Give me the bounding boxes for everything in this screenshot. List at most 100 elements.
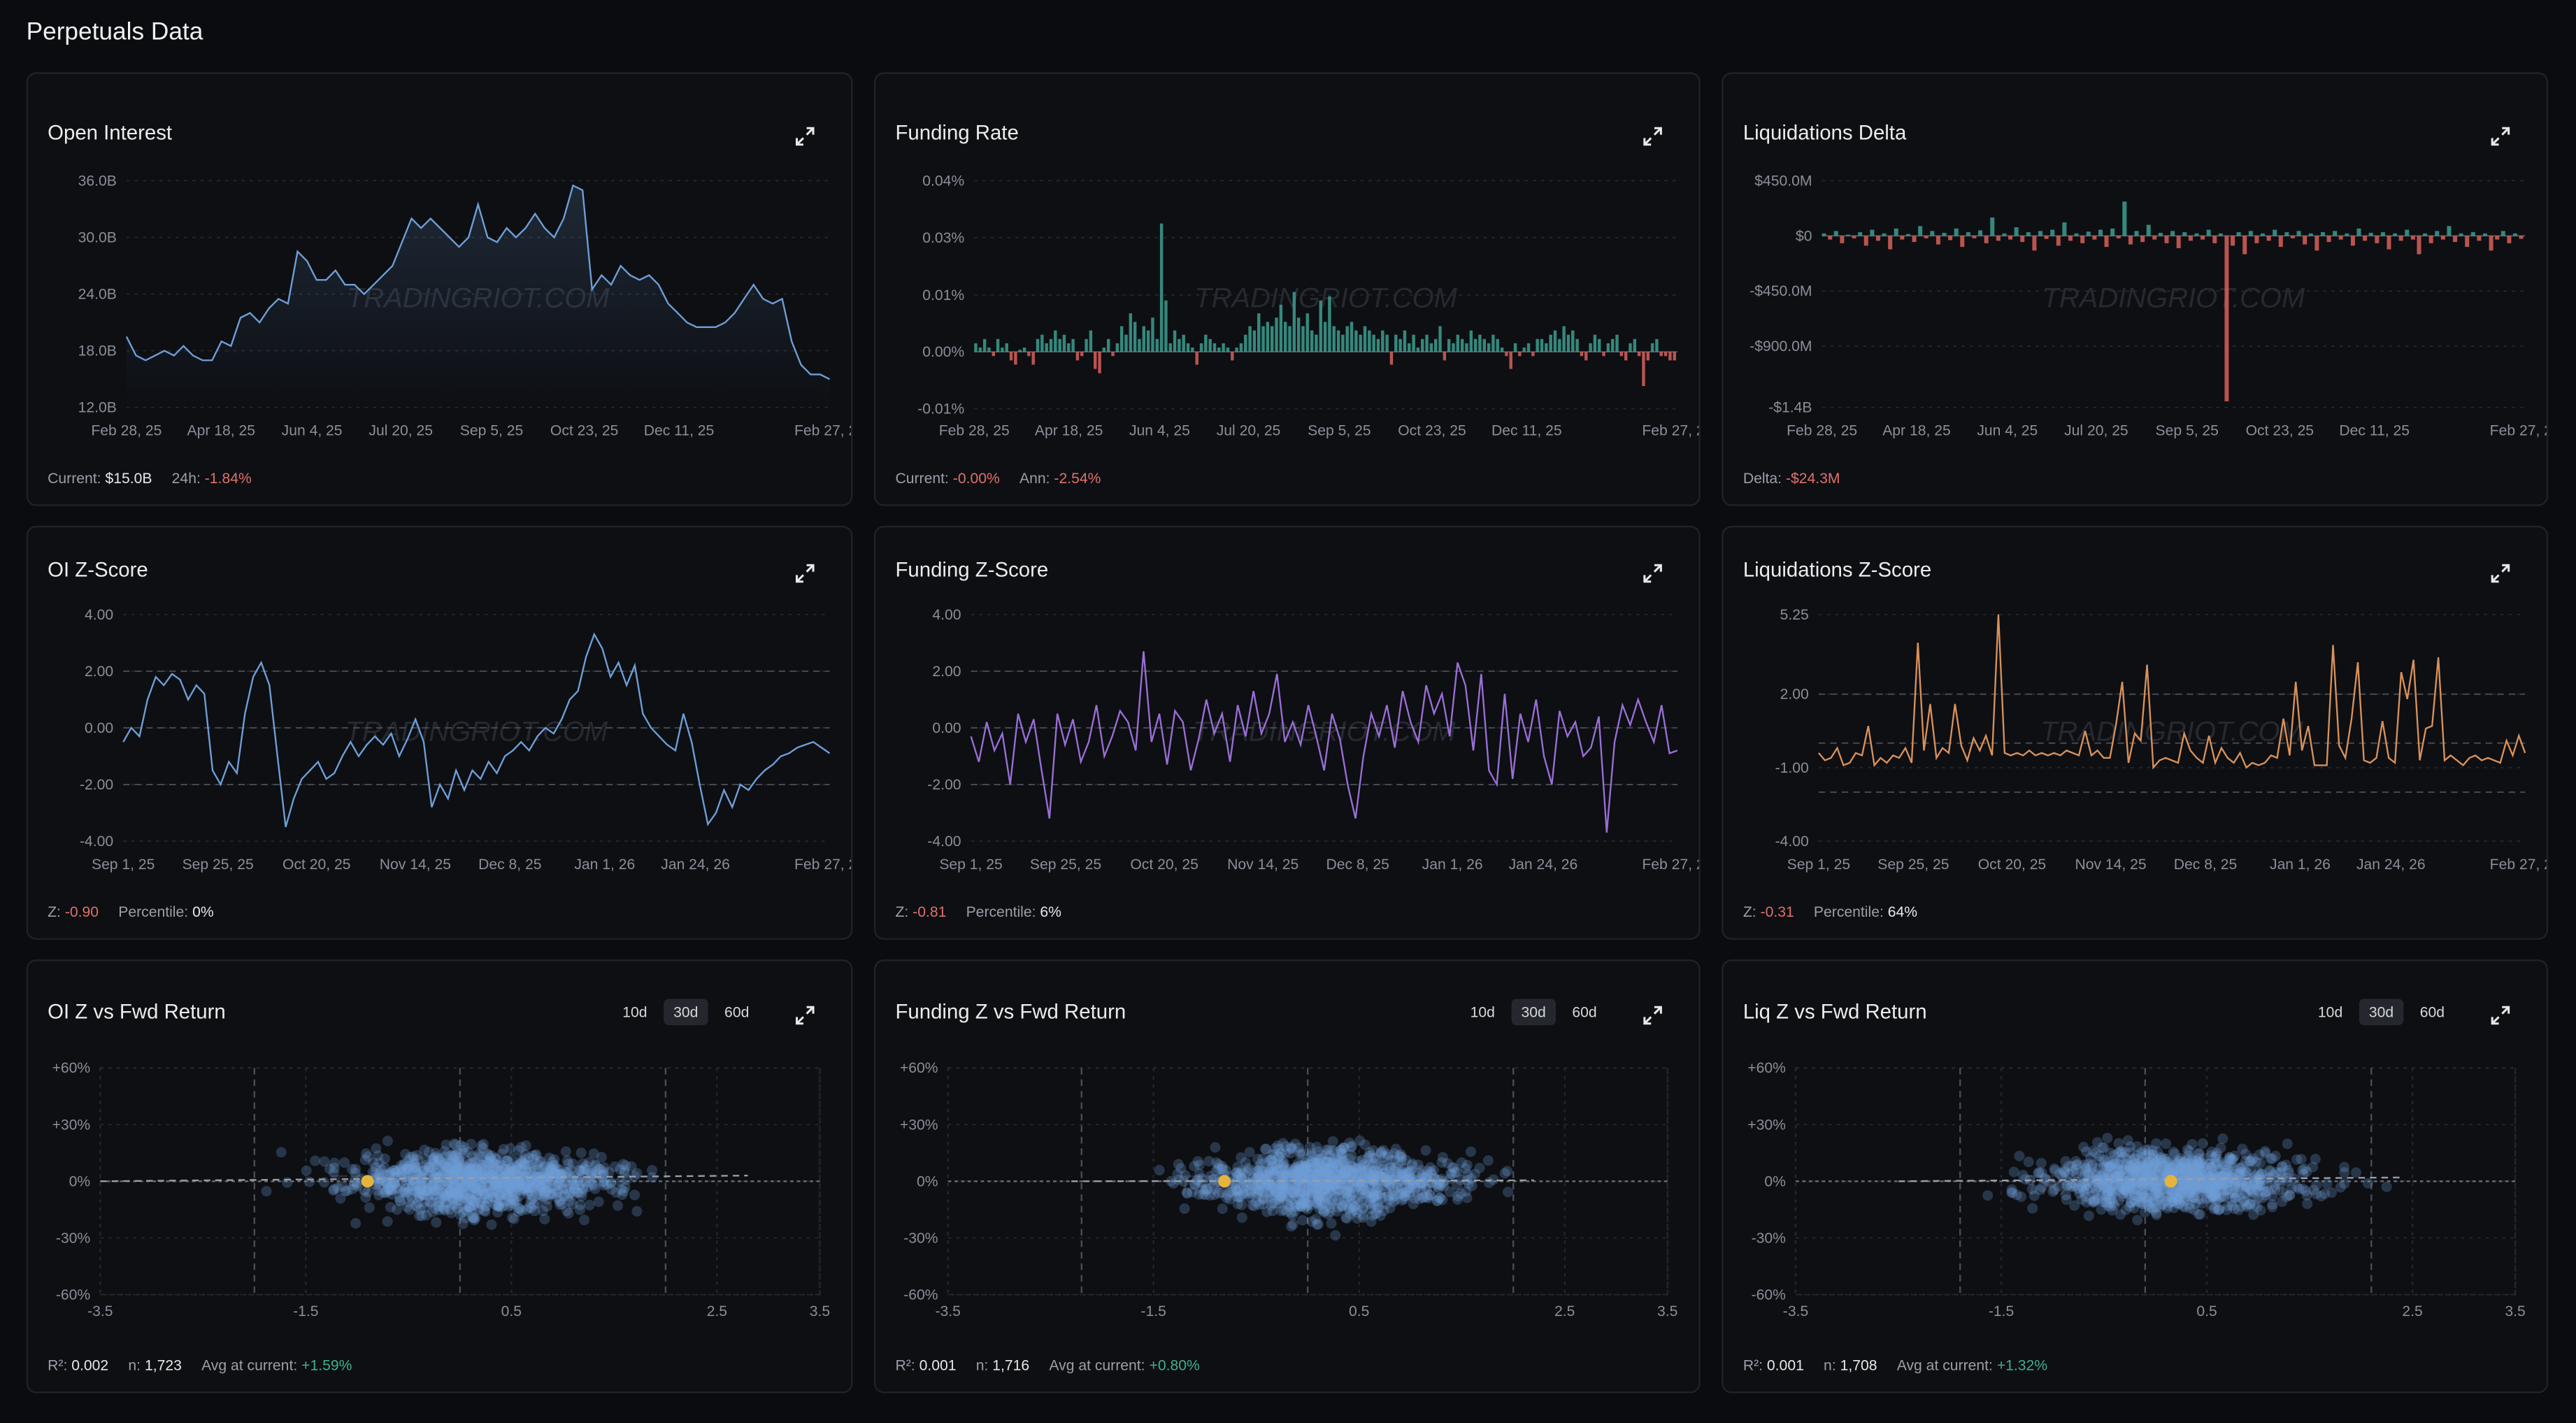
scatter-point [1364, 1147, 1375, 1158]
scatter-point [482, 1196, 493, 1208]
scatter-point [2230, 1187, 2241, 1199]
scatter-point [1282, 1199, 1293, 1210]
scatter-point [1388, 1164, 1399, 1175]
x-tick-label: Jan 1, 26 [2270, 857, 2331, 873]
bar [2350, 236, 2355, 246]
scatter-point [1371, 1182, 1382, 1194]
scatter-point [445, 1158, 456, 1169]
scatter-point [1221, 1165, 1232, 1176]
scatter-point [1358, 1184, 1369, 1196]
scatter-point [477, 1196, 488, 1208]
scatter-point [1287, 1143, 1298, 1154]
scatter-point [452, 1189, 464, 1200]
stat: Delta: -$24.3M [1743, 470, 1840, 486]
scatter-point [1275, 1189, 1287, 1201]
scatter-point [2235, 1169, 2247, 1180]
scatter-point [1343, 1180, 1354, 1191]
y-tick-label: +60% [900, 1060, 938, 1076]
expand-arrows-icon[interactable] [2491, 1004, 2510, 1025]
expand-arrows-icon[interactable] [2491, 125, 2510, 146]
scatter-point [456, 1168, 467, 1180]
bar [1119, 326, 1124, 352]
bar [1558, 338, 1561, 352]
scatter-point [2097, 1193, 2108, 1204]
scatter-point [579, 1215, 590, 1226]
scatter-point [310, 1155, 321, 1166]
x-tick-label: 3.5 [810, 1303, 830, 1320]
period-10d-button[interactable]: 10d [2317, 1003, 2343, 1021]
scatter-point [529, 1199, 540, 1210]
scatter-point [2070, 1155, 2082, 1167]
scatter-point [2118, 1175, 2129, 1187]
scatter-point [1375, 1187, 1387, 1199]
scatter-point [2101, 1161, 2113, 1172]
period-60d-button[interactable]: 60d [724, 1003, 750, 1021]
scatter-point [1445, 1168, 1456, 1179]
scatter-point [2240, 1189, 2252, 1200]
period-30d-button[interactable]: 30d [2359, 999, 2404, 1026]
scatter-point [1189, 1161, 1200, 1172]
x-tick-label: Nov 14, 25 [1227, 857, 1298, 873]
scatter-point [575, 1187, 587, 1199]
scatter-point [506, 1163, 517, 1174]
expand-arrows-icon[interactable] [1643, 562, 1663, 583]
bar [1336, 330, 1340, 352]
period-30d-button[interactable]: 30d [664, 999, 708, 1026]
scatter-point [2109, 1200, 2120, 1211]
y-tick-label: -30% [903, 1230, 938, 1246]
bar [996, 338, 1000, 352]
scatter-point [1297, 1171, 1308, 1182]
period-10d-button[interactable]: 10d [1470, 1003, 1495, 1021]
expand-arrows-icon[interactable] [1643, 125, 1663, 146]
scatter-point [441, 1149, 452, 1160]
scatter-point [1173, 1159, 1184, 1170]
expand-arrows-icon[interactable] [2491, 562, 2510, 583]
scatter-point [2168, 1189, 2179, 1200]
scatter-point [1302, 1186, 1313, 1197]
stat: R²: 0.001 [895, 1357, 956, 1373]
scatter-point [1231, 1187, 1243, 1198]
scatter-point [507, 1186, 518, 1197]
bar [1659, 352, 1663, 357]
scatter-point [1275, 1192, 1286, 1203]
scatter-point [2174, 1187, 2185, 1199]
scatter-point [2267, 1199, 2278, 1210]
scatter-point [514, 1159, 525, 1170]
scatter-point [485, 1154, 496, 1165]
scatter-point [2087, 1159, 2098, 1171]
period-60d-button[interactable]: 60d [2419, 1003, 2445, 1021]
expand-arrows-icon[interactable] [1643, 1004, 1663, 1025]
scatter-point [505, 1177, 516, 1188]
scatter-point [1329, 1158, 1340, 1169]
period-30d-button[interactable]: 30d [1511, 999, 1556, 1026]
bar [2284, 232, 2289, 236]
scatter-point [1210, 1142, 1221, 1153]
bar [1553, 330, 1557, 352]
scatter-point [1292, 1158, 1303, 1169]
scatter-point [387, 1184, 398, 1195]
scatter-point [434, 1180, 445, 1192]
period-60d-button[interactable]: 60d [1572, 1003, 1597, 1021]
bar [982, 338, 987, 352]
scatter-point [1279, 1161, 1290, 1173]
scatter-point [508, 1213, 520, 1224]
scatter-point [552, 1178, 564, 1189]
expand-arrows-icon[interactable] [795, 1004, 815, 1025]
scatter-point [488, 1182, 499, 1194]
period-10d-button[interactable]: 10d [622, 1003, 647, 1021]
scatter-point [1338, 1143, 1350, 1154]
scatter-point [552, 1187, 563, 1198]
scatter-point [495, 1180, 506, 1191]
scatter-point [2205, 1150, 2217, 1161]
expand-arrows-icon[interactable] [795, 562, 815, 583]
scatter-point [1311, 1174, 1322, 1185]
scatter-point [361, 1148, 372, 1159]
x-tick-label: Sep 25, 25 [183, 857, 254, 873]
scatter-point [2236, 1161, 2247, 1172]
scatter-point [2128, 1189, 2140, 1201]
expand-arrows-icon[interactable] [795, 125, 815, 146]
scatter-point [2190, 1199, 2201, 1210]
scatter-point [1261, 1143, 1272, 1154]
x-tick-label: Feb 28, 25 [939, 423, 1010, 439]
scatter-point [457, 1187, 468, 1198]
